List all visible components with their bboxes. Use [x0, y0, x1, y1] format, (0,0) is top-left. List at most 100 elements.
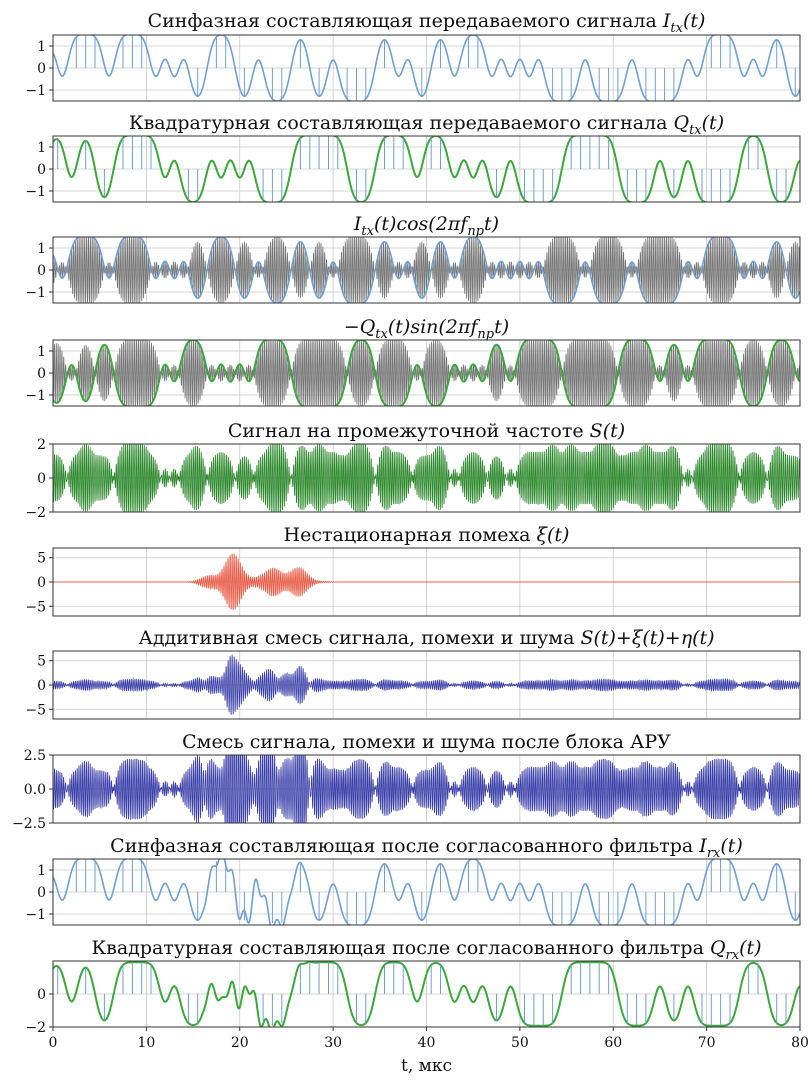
- axes-frame: [52, 547, 801, 617]
- series-stems: [75, 35, 796, 101]
- panel-title: Сигнал на промежуточной частоте S(t): [228, 420, 625, 442]
- title-math: f: [468, 316, 480, 338]
- y-tick-label: 1: [37, 863, 46, 879]
- series-envelope: [53, 340, 800, 406]
- x-tick-label: 60: [604, 1035, 622, 1051]
- series-envelope: [53, 859, 800, 925]
- title-math: t): [494, 316, 509, 338]
- axes-frame: [52, 135, 801, 203]
- series-group: [53, 654, 800, 715]
- title-math: (t): [739, 937, 761, 959]
- title-math: ξ: [537, 524, 549, 546]
- axes-frame: [52, 339, 801, 407]
- y-tick-label: 0.0: [24, 782, 46, 798]
- y-tick-label: −1: [25, 184, 46, 200]
- title-math: tx: [689, 123, 702, 138]
- y-tick-label: 0: [37, 575, 46, 591]
- title-math: rx: [707, 846, 721, 861]
- y-tick-label: 0: [37, 885, 46, 901]
- series-group: [53, 859, 800, 925]
- title-math: S: [590, 420, 603, 442]
- title-math: Q: [360, 316, 376, 338]
- series-stems: [57, 136, 787, 202]
- panel-5: 2 0 −2 Сигнал на промежуточной частоте S(t): [25, 420, 801, 521]
- y-tick-label: 0: [37, 61, 46, 77]
- y-tick-label: 0: [37, 471, 46, 487]
- y-tick-label: −2: [25, 505, 46, 521]
- series-carrier: [53, 444, 800, 512]
- series-envelope: [53, 35, 800, 101]
- title-text: Синфазная составляющая после согласованн…: [110, 835, 699, 857]
- x-tick-label: 20: [231, 1035, 249, 1051]
- axes-frame: [52, 443, 801, 513]
- axes-frame: [52, 754, 801, 824]
- title-text: Квадратурная составляющая после согласов…: [91, 937, 709, 959]
- panel-1: 1 0 −1 Синфазная составляющая передаваемого…: [25, 10, 801, 102]
- y-tick-label: 2: [37, 437, 46, 453]
- panel-2: 1 0 −1 Квадратурная составляющая передаваем…: [25, 112, 801, 203]
- y-tick-label: 0: [37, 678, 46, 694]
- panel-3: 1 0 −1 Itx(t)cos(2πfпрt): [25, 213, 801, 304]
- y-tick-label: −1: [25, 285, 46, 301]
- y-tick-label: −2.5: [12, 816, 46, 832]
- series-envelope: [53, 961, 800, 1027]
- series-group: [53, 35, 800, 101]
- series-group: [53, 340, 800, 406]
- panel-title: Синфазная составляющая передаваемого сиг…: [148, 10, 706, 36]
- x-tick-label: 10: [137, 1035, 155, 1051]
- title-math: tx: [375, 327, 388, 342]
- series-carrier: [53, 340, 800, 406]
- title-text: Смесь сигнала, помехи и шума после блока…: [182, 731, 671, 753]
- axes-frame: [52, 34, 801, 102]
- panel-title: Синфазная составляющая после согласованн…: [110, 835, 743, 861]
- title-math: (t)cos(2π: [374, 213, 461, 235]
- title-math: f: [458, 213, 470, 235]
- axes-frame: [52, 858, 801, 926]
- y-tick-label: −1: [25, 907, 46, 923]
- y-tick-label: 0: [37, 162, 46, 178]
- title-math: t): [484, 213, 499, 235]
- title-math: (t): [702, 112, 724, 134]
- title-math: rx: [726, 948, 740, 963]
- title-math: (t): [683, 10, 705, 32]
- series-agc: [53, 755, 800, 823]
- title-math: пр: [477, 327, 494, 342]
- panel-4: 1 0 −1 −Qtx(t)sin(2πfпрt): [25, 316, 801, 407]
- y-tick-label: 5: [37, 551, 46, 567]
- y-tick-label: 1: [37, 344, 46, 360]
- series-stems: [57, 962, 787, 1026]
- y-tick-label: −5: [25, 702, 46, 718]
- y-tick-label: 1: [37, 241, 46, 257]
- title-math: Q: [674, 112, 690, 134]
- series-group: [53, 553, 800, 611]
- x-tick-label: 40: [418, 1035, 436, 1051]
- y-tick-label: 0: [37, 987, 46, 1003]
- series-burst: [53, 553, 800, 611]
- axes-frame: [52, 650, 801, 720]
- series-group: [53, 961, 800, 1027]
- panel-title: Квадратурная составляющая передаваемого …: [129, 112, 724, 138]
- series-group: [53, 136, 800, 202]
- x-tick-label: 30: [324, 1035, 342, 1051]
- title-math: I: [698, 835, 707, 857]
- x-tick-label: 80: [791, 1035, 809, 1051]
- series-group: [53, 755, 800, 823]
- title-math: (t): [603, 420, 625, 442]
- title-math: −: [344, 316, 360, 338]
- y-tick-label: −1: [25, 388, 46, 404]
- series-group: [53, 237, 800, 303]
- panel-title: Itx(t)cos(2πfпрt): [353, 213, 499, 239]
- panel-title: Нестационарная помеха ξ(t): [284, 524, 570, 546]
- title-math: tx: [670, 21, 683, 36]
- title-math: tx: [361, 224, 374, 239]
- series-mix: [53, 654, 800, 715]
- series-envelope: [53, 136, 800, 202]
- x-axis-label: t, мкс: [401, 1056, 452, 1076]
- series-envelope: [53, 237, 800, 303]
- panel-9: 1 0 −1 Синфазная составляющая после согласо…: [25, 835, 801, 926]
- y-tick-label: −5: [25, 599, 46, 615]
- panel-title: Квадратурная составляющая после согласов…: [91, 937, 761, 963]
- panel-title: −Qtx(t)sin(2πfпрt): [344, 316, 509, 342]
- y-tick-label: −1: [25, 83, 46, 99]
